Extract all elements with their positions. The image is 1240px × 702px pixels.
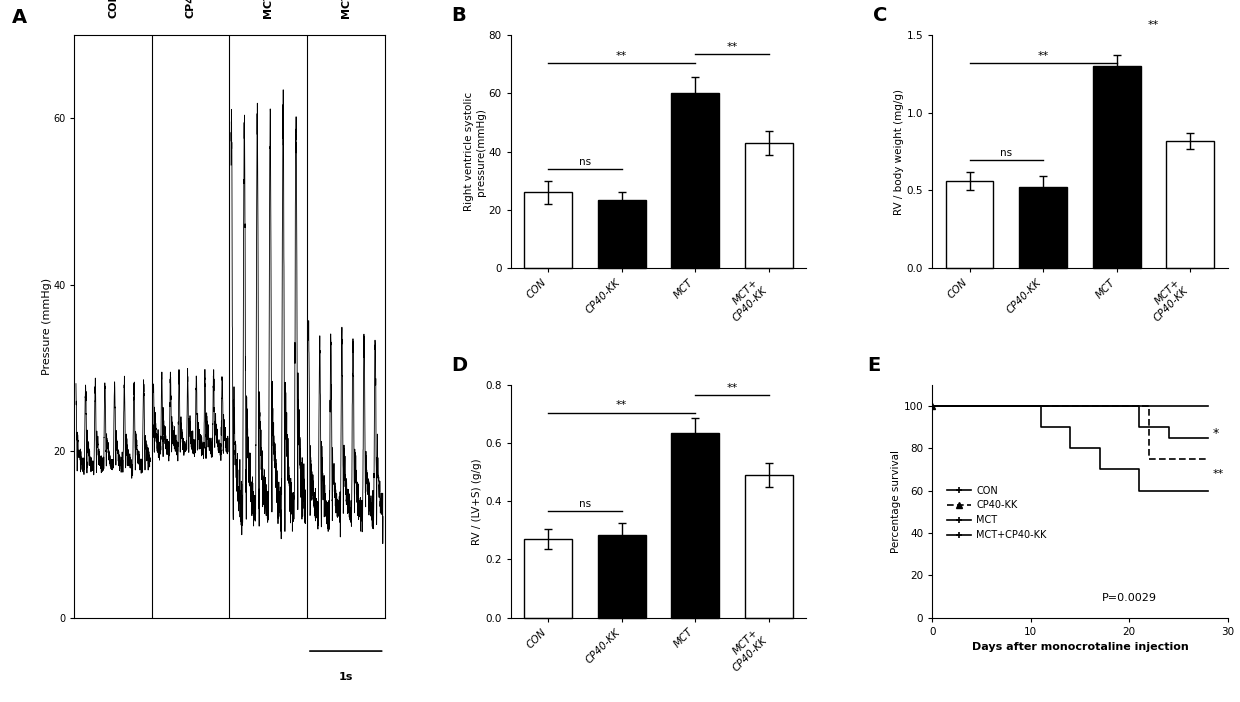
Text: A: A <box>12 8 27 27</box>
Text: C: C <box>873 6 888 25</box>
Bar <box>745 475 792 618</box>
Bar <box>946 181 993 268</box>
Text: MCT+CP40-KK: MCT+CP40-KK <box>341 0 351 18</box>
Bar <box>1092 66 1141 268</box>
Bar <box>745 143 792 268</box>
Text: ns: ns <box>1001 148 1012 158</box>
Text: **: ** <box>1038 51 1049 61</box>
Text: D: D <box>451 356 467 375</box>
Text: **: ** <box>616 51 627 61</box>
Text: CP40-KK: CP40-KK <box>186 0 196 18</box>
Text: P=0.0029: P=0.0029 <box>1101 592 1157 603</box>
Text: B: B <box>451 6 466 25</box>
X-axis label: Days after monocrotaline injection: Days after monocrotaline injection <box>971 642 1188 652</box>
Y-axis label: Percentage survival: Percentage survival <box>890 450 900 552</box>
Text: **: ** <box>1148 20 1159 29</box>
Bar <box>671 93 719 268</box>
Text: ns: ns <box>579 499 591 509</box>
Text: E: E <box>867 356 880 375</box>
Text: **: ** <box>727 41 738 52</box>
Text: **: ** <box>616 400 627 411</box>
Bar <box>525 539 572 618</box>
Text: **: ** <box>727 383 738 392</box>
Text: 1s: 1s <box>339 672 353 682</box>
Bar <box>671 432 719 618</box>
Y-axis label: Right ventricle systolic
pressure(mmHg): Right ventricle systolic pressure(mmHg) <box>464 92 486 211</box>
Bar <box>525 192 572 268</box>
Y-axis label: RV / body weight (mg/g): RV / body weight (mg/g) <box>894 88 904 215</box>
Bar <box>1019 187 1068 268</box>
Text: CON: CON <box>108 0 118 18</box>
Y-axis label: Pressure (mmHg): Pressure (mmHg) <box>42 278 52 375</box>
Text: *: * <box>1213 427 1219 440</box>
Text: **: ** <box>1213 469 1224 479</box>
Bar <box>598 535 646 618</box>
Text: MCT: MCT <box>263 0 273 18</box>
Y-axis label: RV / (LV+S) (g/g): RV / (LV+S) (g/g) <box>472 458 482 545</box>
Bar <box>598 199 646 268</box>
Text: ns: ns <box>579 157 591 167</box>
Legend: CON, CP40-KK, MCT, MCT+CP40-KK: CON, CP40-KK, MCT, MCT+CP40-KK <box>942 482 1050 544</box>
Bar <box>1167 141 1214 268</box>
